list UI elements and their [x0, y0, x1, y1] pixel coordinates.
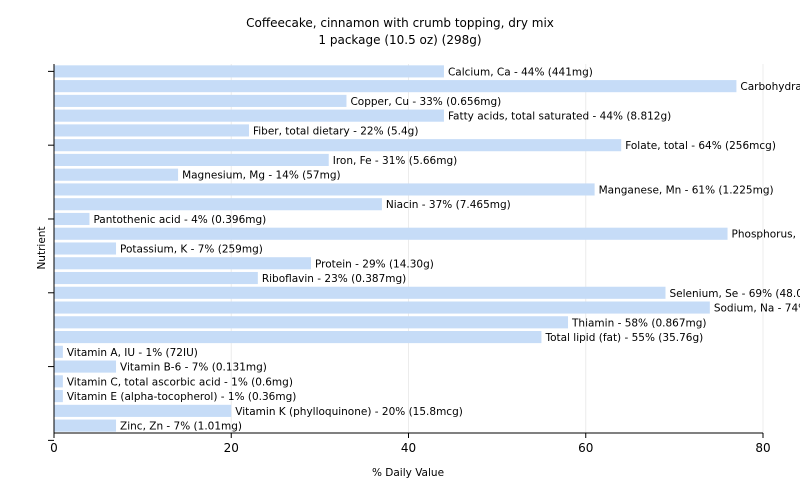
chart-title: Coffeecake, cinnamon with crumb topping,…	[246, 16, 554, 30]
bar	[54, 375, 63, 388]
bar-label: Potassium, K - 7% (259mg)	[120, 244, 263, 256]
axes: 0 20 40 60 80	[48, 64, 771, 455]
bar-label: Zinc, Zn - 7% (1.01mg)	[120, 421, 242, 433]
bar-label: Copper, Cu - 33% (0.656mg)	[350, 96, 501, 108]
bar	[54, 301, 710, 314]
bar-label: Total lipid (fat) - 55% (35.76g)	[544, 332, 703, 344]
bar-label: Vitamin C, total ascorbic acid - 1% (0.6…	[67, 376, 293, 388]
bar	[54, 168, 179, 181]
bar	[54, 257, 312, 270]
x-tick-label: 20	[224, 441, 239, 455]
bar	[54, 242, 117, 255]
bar-label: Thiamin - 58% (0.867mg)	[571, 317, 707, 329]
bar	[54, 316, 569, 329]
bar	[54, 227, 728, 240]
bar-label: Calcium, Ca - 44% (441mg)	[448, 66, 593, 78]
bar	[54, 198, 382, 211]
bar-label: Iron, Fe - 31% (5.66mg)	[333, 155, 457, 167]
chart-subtitle: 1 package (10.5 oz) (298g)	[318, 33, 481, 47]
bar-label: Folate, total - 64% (256mcg)	[625, 140, 776, 152]
bar	[54, 331, 542, 344]
bar	[54, 109, 444, 122]
x-tick-label: 40	[401, 441, 416, 455]
bar-label: Vitamin B-6 - 7% (0.131mg)	[120, 362, 267, 374]
bar-label: Riboflavin - 23% (0.387mg)	[262, 273, 406, 285]
bar	[54, 94, 347, 107]
bar-label: Vitamin K (phylloquinone) - 20% (15.8mcg…	[235, 406, 463, 418]
bar	[54, 286, 666, 299]
bar-label: Sodium, Na - 74% (1776mg)	[714, 303, 800, 315]
bar-label: Niacin - 37% (7.465mg)	[386, 199, 511, 211]
bar-label: Vitamin A, IU - 1% (72IU)	[67, 347, 198, 359]
bar-label: Phosphorus, P - 76% (763mg)	[732, 229, 800, 241]
x-tick-label: 0	[50, 441, 58, 455]
bar	[54, 360, 117, 373]
bar-label: Fiber, total dietary - 22% (5.4g)	[253, 125, 418, 137]
bar-label: Fatty acids, total saturated - 44% (8.81…	[448, 111, 671, 123]
bar-label: Manganese, Mn - 61% (1.225mg)	[599, 184, 774, 196]
bar	[54, 153, 329, 166]
x-tick-label: 80	[755, 441, 770, 455]
bars	[54, 65, 737, 432]
bar-label: Carbohydrates - 77% (231.55g)	[740, 81, 800, 93]
y-axis-label: Nutrient	[36, 226, 48, 269]
x-axis-label: % Daily Value	[372, 467, 444, 479]
bar	[54, 345, 63, 358]
bar	[54, 419, 117, 432]
bar-label: Pantothenic acid - 4% (0.396mg)	[93, 214, 266, 226]
bar	[54, 65, 444, 78]
bar	[54, 390, 63, 403]
bar	[54, 183, 595, 196]
bar-label: Selenium, Se - 69% (48.0mcg)	[670, 288, 800, 300]
bar	[54, 212, 90, 226]
bar-labels: Calcium, Ca - 44% (441mg) Carbohydrates -…	[67, 66, 800, 432]
bar-label: Protein - 29% (14.30g)	[315, 258, 434, 270]
bar	[54, 124, 249, 137]
bar-label: Vitamin E (alpha-tocopherol) - 1% (0.36m…	[67, 391, 296, 403]
x-tick-label: 60	[578, 441, 593, 455]
bar	[54, 404, 232, 417]
bar	[54, 139, 622, 152]
bar-label: Magnesium, Mg - 14% (57mg)	[182, 170, 341, 182]
bar	[54, 271, 258, 285]
bar	[54, 80, 737, 93]
